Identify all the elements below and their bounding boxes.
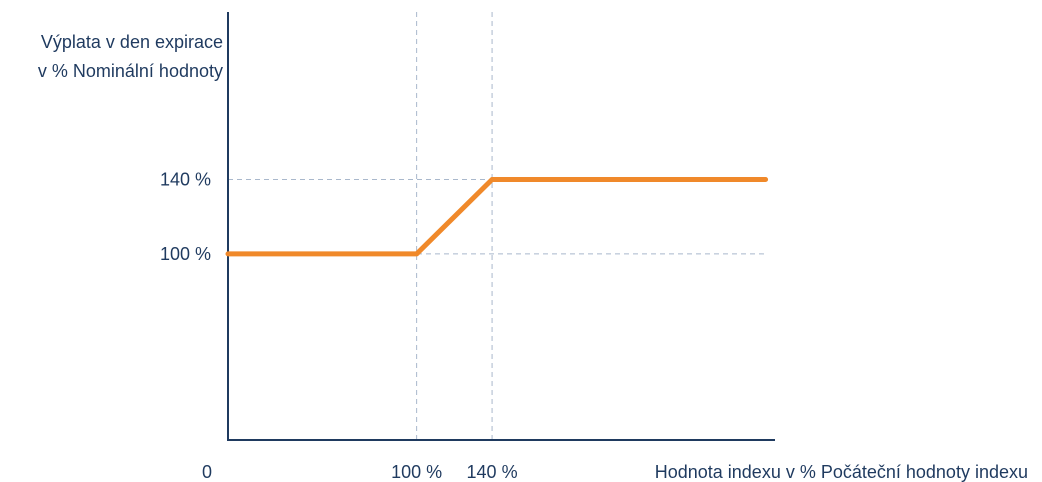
x-axis-label: Hodnota indexu v % Počáteční hodnoty ind… (655, 462, 1028, 482)
y-tick-label-100: 100 % (160, 244, 211, 264)
y-axis-label-line-2: v % Nominální hodnoty (38, 61, 223, 81)
series-group (225, 176, 769, 257)
x-tick-label-100: 100 % (391, 462, 442, 482)
y-tick-labels: 100 % 140 % (160, 169, 211, 263)
payoff-line (225, 176, 769, 257)
origin-label: 0 (202, 462, 212, 482)
x-tick-labels: 100 % 140 % (391, 462, 517, 482)
y-axis-label-line-1: Výplata v den expirace (41, 32, 223, 52)
y-tick-label-140: 140 % (160, 169, 211, 189)
x-tick-label-140: 140 % (467, 462, 518, 482)
guide-lines (228, 12, 766, 440)
